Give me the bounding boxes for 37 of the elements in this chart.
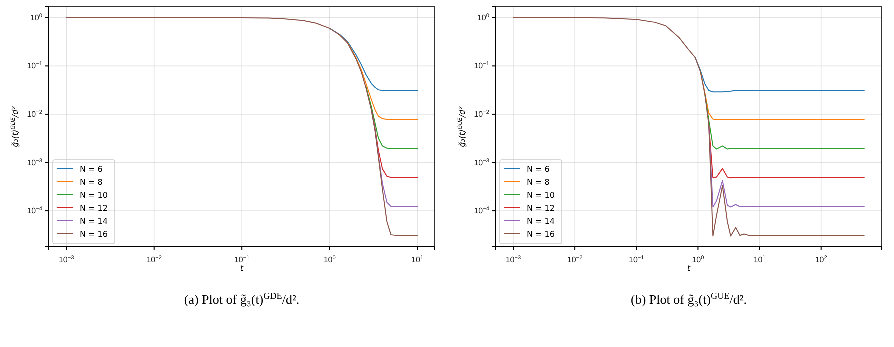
legend-label: N = 12: [80, 204, 108, 213]
legend-label: N = 6: [80, 165, 103, 174]
x-tick-label: 10$^{1}$: [412, 255, 424, 264]
legend-label: N = 10: [80, 191, 108, 200]
text: (b) Plot of g̃₃(t)$^{GUE}$/d².: [631, 291, 747, 307]
legend-label: N = 12: [527, 204, 555, 213]
x-tick-label: 10$^{−3}$: [58, 255, 74, 264]
y-tick-label: 10$^{−1}$: [27, 62, 42, 71]
x-tick-label: 10$^{−2}$: [146, 255, 162, 264]
text: (a) Plot of g̃₃(t)$^{GDE}$/d².: [184, 291, 300, 307]
legend-label: N = 14: [80, 217, 108, 226]
y-tick-label: 10$^{−1}$: [474, 62, 490, 71]
y-tick-label: 10$^{0}$: [477, 13, 490, 22]
y-tick-label: 10$^{−2}$: [474, 110, 490, 120]
y-tick-label: 10$^{−3}$: [474, 158, 490, 168]
y-tick-label: 10$^{−4}$: [27, 206, 42, 216]
x-tick-label: 10$^{1}$: [754, 255, 766, 264]
legend-label: N = 6: [527, 165, 550, 174]
x-tick-label: 10$^{−1}$: [234, 255, 250, 264]
x-tick-label: 10$^{0}$: [692, 255, 704, 264]
y-tick-label: 10$^{−2}$: [27, 110, 42, 120]
x-tick-label: 10$^{−2}$: [567, 255, 583, 264]
x-tick-label: 10$^{−1}$: [628, 255, 644, 264]
legend-label: N = 8: [80, 178, 103, 187]
x-tick-label: 10$^{0}$: [324, 255, 336, 264]
x-axis-title: t: [240, 264, 244, 273]
legend-label: N = 14: [527, 217, 555, 226]
legend-label: N = 8: [527, 178, 550, 187]
y-tick-label: 10$^{−4}$: [474, 206, 490, 216]
legend-label: N = 16: [80, 230, 108, 239]
x-tick-label: 10$^{2}$: [815, 255, 828, 264]
x-tick-label: 10$^{−3}$: [506, 255, 522, 264]
legend-label: N = 16: [527, 230, 555, 239]
legend-label: N = 10: [527, 191, 555, 200]
y-tick-label: 10$^{−3}$: [27, 158, 42, 168]
x-axis-title: t: [687, 264, 692, 273]
y-tick-label: 10$^{0}$: [30, 13, 42, 22]
